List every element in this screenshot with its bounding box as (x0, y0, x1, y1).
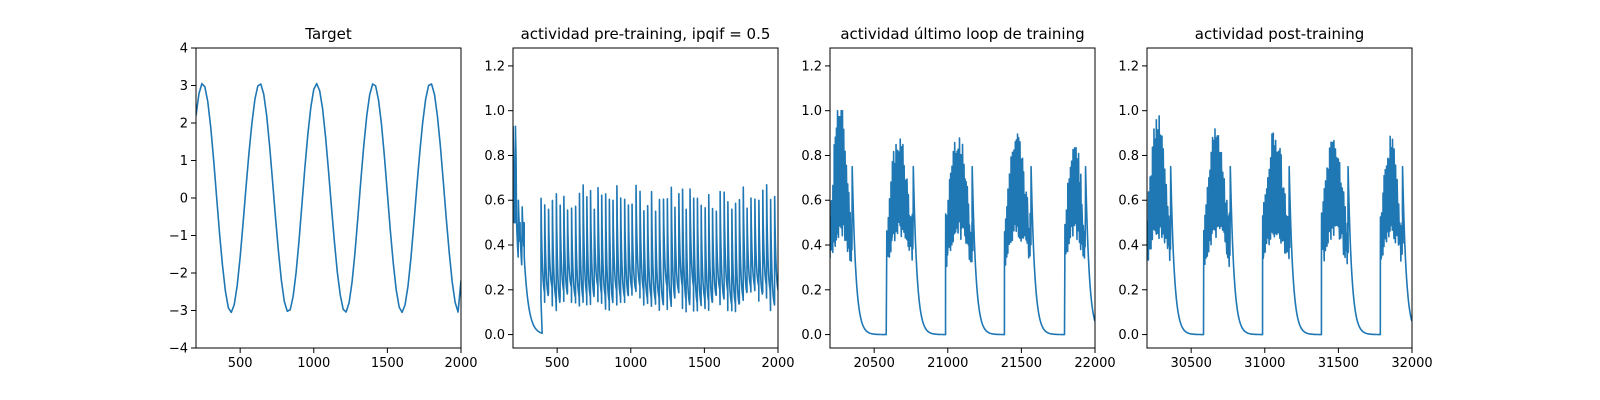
y-tick-label: 1.0 (801, 104, 822, 119)
axes-frame (1146, 47, 1413, 349)
x-tick-label: 1000 (297, 356, 330, 371)
x-tick-label: 1000 (614, 356, 647, 371)
axes-frame (829, 47, 1096, 349)
series-line-3 (830, 109, 1095, 336)
y-tick-label: 0.4 (484, 239, 505, 254)
x-tick-label: 31500 (1318, 356, 1359, 371)
chart-title: actividad último loop de training (840, 25, 1084, 43)
y-tick-label: 1 (180, 154, 188, 169)
y-tick-label: 1.0 (1118, 104, 1139, 119)
x-tick-label: 21000 (927, 356, 968, 371)
y-tick-label: 0.2 (1118, 283, 1139, 298)
x-tick-label: 2000 (444, 356, 477, 371)
y-tick-label: 1.2 (1118, 59, 1139, 74)
axes-frame (512, 47, 779, 349)
x-tick-label: 21500 (1001, 356, 1042, 371)
y-tick-label: −1 (169, 229, 188, 244)
y-tick-label: 0.6 (801, 194, 822, 209)
panel-3: 20500 21000 21500 22000 0.0 0.2 0.4 0.6 0.8 1.0 1.… (801, 25, 1115, 371)
chart-title: actividad pre-training, ipqif = 0.5 (521, 25, 771, 43)
y-tick-label: −2 (169, 267, 188, 282)
y-tick-label: 0.8 (484, 149, 505, 164)
panel-1: 500 1000 1500 2000 −4 −3 −2 −1 0 1 2 3 4 Target (169, 25, 478, 371)
y-tick-label: 1.2 (484, 59, 505, 74)
x-tick-label: 22000 (1074, 356, 1115, 371)
y-tick-label: 0.6 (484, 194, 505, 209)
y-tick-label: 1.2 (801, 59, 822, 74)
y-tick-label: 0.0 (801, 328, 822, 343)
y-tick-label: 0.2 (801, 283, 822, 298)
x-tick-label: 30500 (1170, 356, 1211, 371)
y-tick-label: 3 (180, 79, 188, 94)
axes-frame (195, 47, 462, 349)
series-line-2 (513, 125, 778, 335)
x-tick-label: 500 (228, 356, 253, 371)
x-tick-label: 1500 (688, 356, 721, 371)
x-tick-label: 500 (545, 356, 570, 371)
chart-title: actividad post-training (1195, 25, 1364, 43)
y-tick-label: −3 (169, 304, 188, 319)
series-line-4 (1147, 115, 1412, 336)
y-tick-label: 0.0 (1118, 328, 1139, 343)
x-tick-label: 2000 (761, 356, 794, 371)
panel-2: 500 1000 1500 2000 0.0 0.2 0.4 0.6 0.8 1.0 1.2 acti… (484, 25, 794, 371)
y-tick-label: 0 (180, 192, 188, 207)
x-tick-label: 32000 (1391, 356, 1432, 371)
y-tick-label: 0.4 (801, 239, 822, 254)
y-tick-label: 0.8 (1118, 149, 1139, 164)
chart-title: Target (304, 25, 352, 43)
y-tick-label: 1.0 (484, 104, 505, 119)
y-tick-label: 0.8 (801, 149, 822, 164)
y-tick-label: 0.0 (484, 328, 505, 343)
y-tick-label: 0.2 (484, 283, 505, 298)
y-tick-label: 0.4 (1118, 239, 1139, 254)
y-tick-label: 0.6 (1118, 194, 1139, 209)
y-tick-label: −4 (169, 342, 188, 357)
series-line-1 (196, 82, 461, 314)
x-tick-label: 20500 (853, 356, 894, 371)
x-tick-label: 1500 (371, 356, 404, 371)
y-tick-label: 4 (180, 42, 188, 57)
x-tick-label: 31000 (1244, 356, 1285, 371)
y-tick-label: 2 (180, 117, 188, 132)
panel-4: 30500 31000 31500 32000 0.0 0.2 0.4 0.6 0.8 1.0 1.… (1118, 25, 1432, 371)
